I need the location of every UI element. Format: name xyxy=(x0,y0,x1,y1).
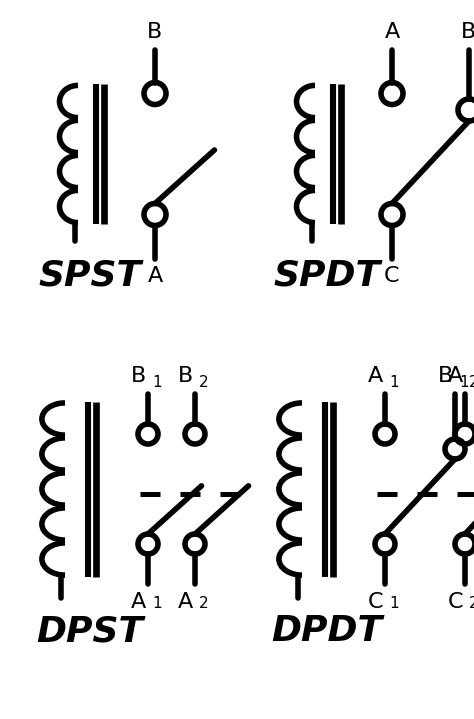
Text: B: B xyxy=(178,366,193,386)
Text: B: B xyxy=(147,22,163,42)
Text: 2: 2 xyxy=(199,375,209,390)
Text: A: A xyxy=(131,592,146,612)
Text: B: B xyxy=(131,366,146,386)
Text: C: C xyxy=(367,592,383,612)
Text: SPDT: SPDT xyxy=(273,259,381,293)
Text: 2: 2 xyxy=(469,375,474,390)
Text: A: A xyxy=(178,592,193,612)
Text: 2: 2 xyxy=(199,596,209,611)
Text: A: A xyxy=(368,366,383,386)
Text: 1: 1 xyxy=(459,375,469,390)
Text: 1: 1 xyxy=(152,596,162,611)
Text: B: B xyxy=(438,366,453,386)
Text: 1: 1 xyxy=(389,596,399,611)
Text: C: C xyxy=(447,592,463,612)
Text: A: A xyxy=(448,366,463,386)
Text: 2: 2 xyxy=(469,596,474,611)
Text: A: A xyxy=(384,22,400,42)
Text: C: C xyxy=(384,267,400,286)
Text: DPST: DPST xyxy=(36,614,144,648)
Text: 1: 1 xyxy=(152,375,162,390)
Text: B: B xyxy=(461,22,474,42)
Text: SPST: SPST xyxy=(38,259,142,293)
Text: 1: 1 xyxy=(389,375,399,390)
Text: DPDT: DPDT xyxy=(272,614,383,648)
Text: A: A xyxy=(147,267,163,286)
